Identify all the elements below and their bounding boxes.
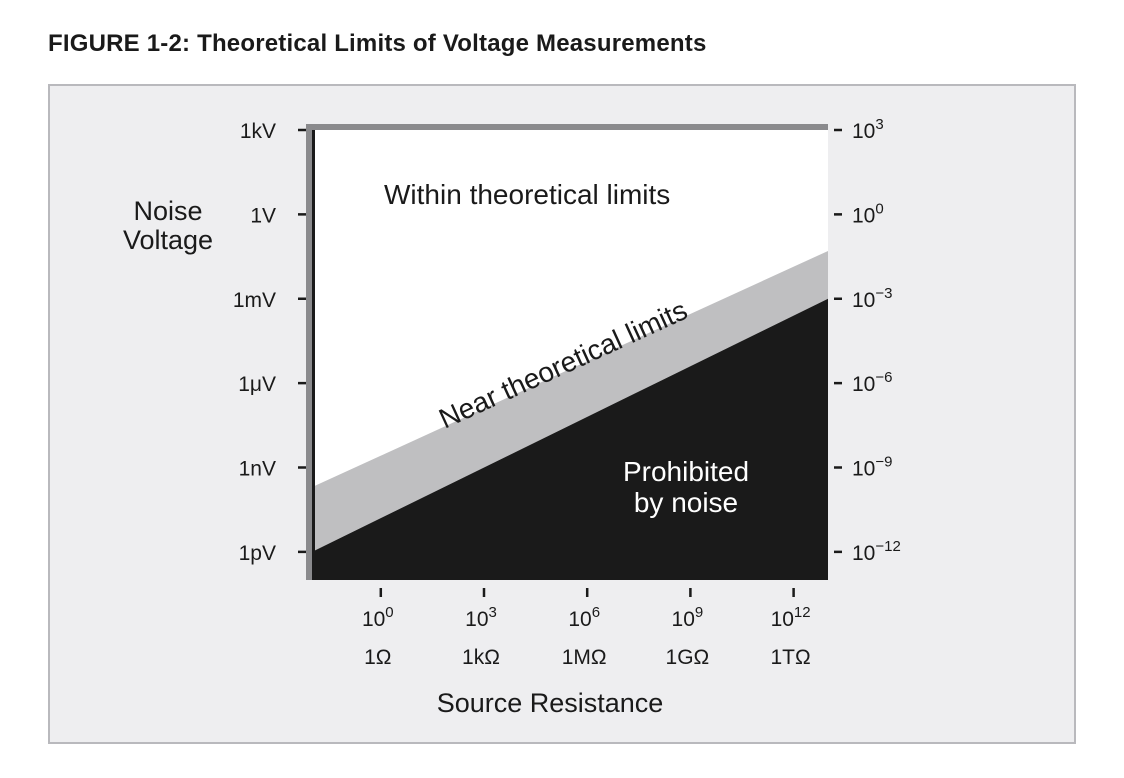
plot-top-border — [306, 124, 828, 130]
figure-title: FIGURE 1-2: Theoretical Limits of Voltag… — [48, 30, 707, 57]
x-tick-unit-label: 1MΩ — [562, 646, 607, 669]
y-tick-label-left: 1mV — [233, 289, 276, 312]
region-label-within: Within theoretical limits — [384, 179, 670, 210]
x-tick-power-label: 100 — [362, 604, 394, 631]
x-tick-unit-label: 1TΩ — [770, 646, 810, 669]
y-tick-label-right: 10−9 — [852, 454, 892, 481]
x-tick-power-label: 103 — [465, 604, 497, 631]
x-tick-unit-label: 1Ω — [364, 646, 391, 669]
x-tick-power-label: 1012 — [771, 604, 811, 631]
y-tick-label-left: 1μV — [238, 373, 276, 396]
region-near-theoretical-limits — [312, 250, 828, 552]
y-tick-label-left: 1kV — [240, 120, 276, 143]
figure-panel: 1kV 1V 1mV 1μV 1nV 1pV 103 100 10−3 10−6 10−9 10−1… — [48, 84, 1076, 744]
y-tick-label-right: 103 — [852, 116, 884, 143]
region-label-prohibited: by noise — [634, 487, 738, 518]
y-tick-label-left: 1V — [250, 204, 276, 227]
y-tick-label-right: 100 — [852, 200, 884, 227]
y-tick-label-right: 10−12 — [852, 538, 901, 565]
plot-left-border — [306, 124, 312, 580]
y-tick-label-right: 10−3 — [852, 285, 892, 312]
x-tick-unit-label: 1kΩ — [462, 646, 500, 669]
x-tick-power-label: 106 — [568, 604, 600, 631]
y-tick-label-left: 1pV — [239, 542, 276, 565]
y-tick-label-right: 10−6 — [852, 369, 892, 396]
x-tick-power-label: 109 — [672, 604, 704, 631]
x-axis-title: Source Resistance — [437, 688, 664, 718]
voltage-limits-chart: 1kV 1V 1mV 1μV 1nV 1pV 103 100 10−3 10−6 10−9 10−1… — [123, 116, 901, 718]
region-prohibited-by-noise — [312, 298, 828, 580]
y-tick-label-left: 1nV — [239, 458, 276, 481]
y-axis-title: Voltage — [123, 225, 213, 255]
y-axis-title: Noise — [133, 196, 202, 226]
region-label-prohibited: Prohibited — [623, 456, 749, 487]
plot-left-inner-edge — [312, 130, 315, 580]
x-tick-unit-label: 1GΩ — [666, 646, 710, 669]
